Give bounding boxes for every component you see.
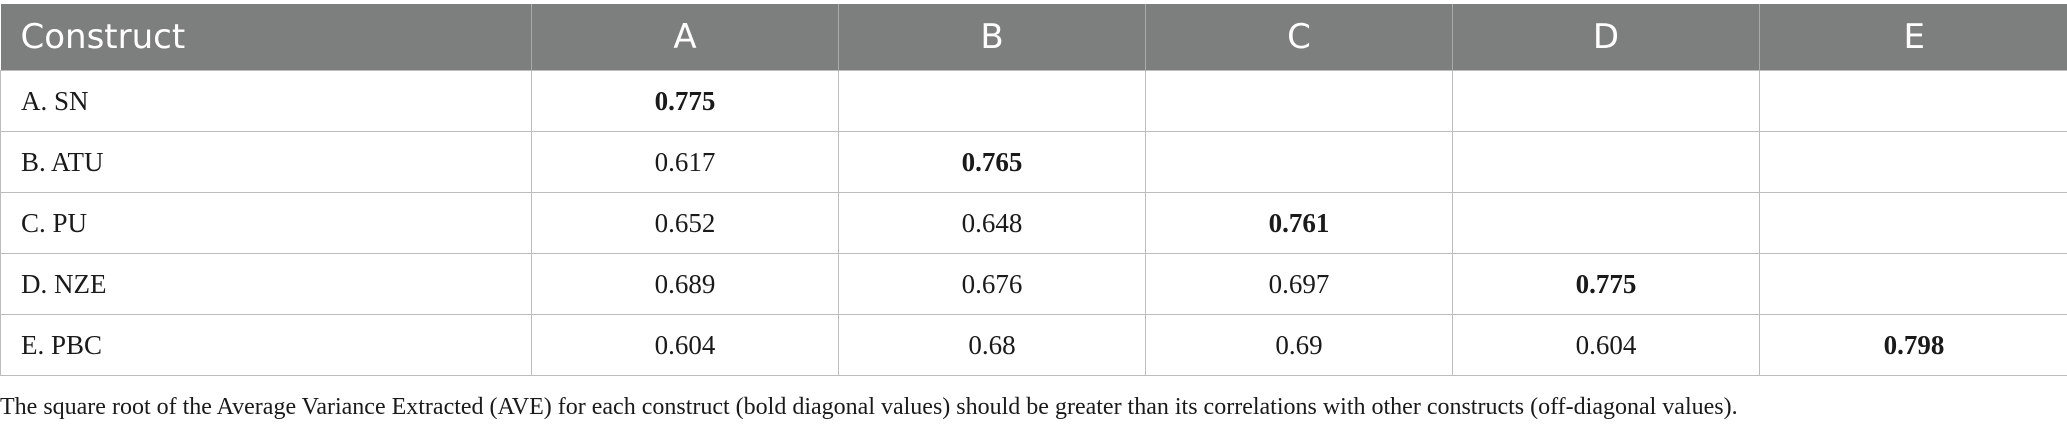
cell-a-e xyxy=(1759,70,2067,132)
table-row: A. SN 0.775 xyxy=(0,70,2067,132)
header-c: C xyxy=(1145,4,1453,71)
row-label: E. PBC xyxy=(0,314,532,376)
table-footnote: The square root of the Average Variance … xyxy=(0,394,1738,420)
cell-c-e xyxy=(1759,192,2067,254)
table-header: Construct A B C D E xyxy=(0,4,2067,71)
cell-d-a: 0.689 xyxy=(531,253,839,315)
header-a: A xyxy=(531,4,839,71)
cell-d-e xyxy=(1759,253,2067,315)
cell-c-d xyxy=(1452,192,1760,254)
cell-e-a: 0.604 xyxy=(531,314,839,376)
cell-e-d: 0.604 xyxy=(1452,314,1760,376)
header-construct: Construct xyxy=(0,4,532,71)
cell-b-b: 0.765 xyxy=(838,131,1146,193)
cell-a-d xyxy=(1452,70,1760,132)
row-label: D. NZE xyxy=(0,253,532,315)
header-b: B xyxy=(838,4,1146,71)
cell-b-a: 0.617 xyxy=(531,131,839,193)
cell-d-c: 0.697 xyxy=(1145,253,1453,315)
discriminant-validity-table-container: Construct A B C D E A. SN 0.775 B. ATU 0… xyxy=(0,4,2067,376)
cell-a-b xyxy=(838,70,1146,132)
cell-b-d xyxy=(1452,131,1760,193)
cell-d-d: 0.775 xyxy=(1452,253,1760,315)
cell-a-a: 0.775 xyxy=(531,70,839,132)
header-row: Construct A B C D E xyxy=(0,4,2067,71)
row-label: A. SN xyxy=(0,70,532,132)
header-e: E xyxy=(1759,4,2067,71)
cell-e-e: 0.798 xyxy=(1759,314,2067,376)
table-body: A. SN 0.775 B. ATU 0.617 0.765 C. PU 0.6… xyxy=(0,70,2067,376)
cell-d-b: 0.676 xyxy=(838,253,1146,315)
discriminant-validity-table: Construct A B C D E A. SN 0.775 B. ATU 0… xyxy=(0,4,2067,376)
header-d: D xyxy=(1452,4,1760,71)
table-row: C. PU 0.652 0.648 0.761 xyxy=(0,192,2067,254)
cell-e-c: 0.69 xyxy=(1145,314,1453,376)
table-row: D. NZE 0.689 0.676 0.697 0.775 xyxy=(0,253,2067,315)
cell-c-a: 0.652 xyxy=(531,192,839,254)
cell-a-c xyxy=(1145,70,1453,132)
cell-b-c xyxy=(1145,131,1453,193)
row-label: B. ATU xyxy=(0,131,532,193)
cell-e-b: 0.68 xyxy=(838,314,1146,376)
table-row: B. ATU 0.617 0.765 xyxy=(0,131,2067,193)
cell-b-e xyxy=(1759,131,2067,193)
row-label: C. PU xyxy=(0,192,532,254)
table-row: E. PBC 0.604 0.68 0.69 0.604 0.798 xyxy=(0,314,2067,376)
cell-c-c: 0.761 xyxy=(1145,192,1453,254)
cell-c-b: 0.648 xyxy=(838,192,1146,254)
